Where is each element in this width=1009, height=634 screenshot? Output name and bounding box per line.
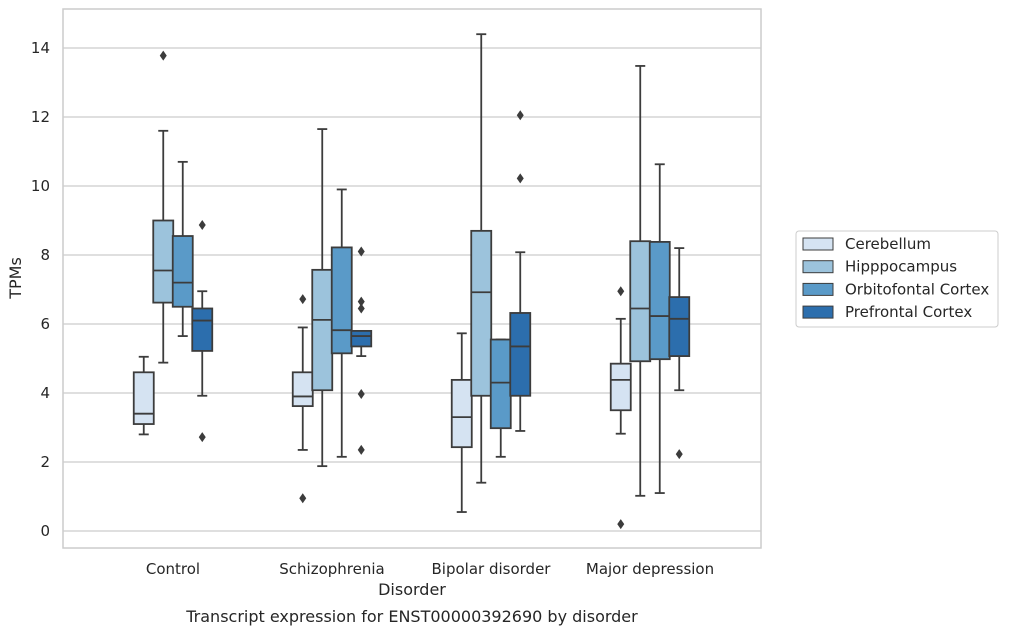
- outlier-point: [357, 444, 365, 455]
- outlier-point: [198, 432, 206, 443]
- box-hipppocampus: [152, 50, 175, 364]
- grid-lines: [63, 47, 761, 532]
- box-iqr: [350, 329, 373, 348]
- x-tick-label: Control: [146, 560, 200, 578]
- box-iqr: [152, 219, 175, 304]
- y-axis-title: TPMs: [6, 257, 25, 300]
- chart-caption: Transcript expression for ENST0000039269…: [185, 607, 638, 626]
- outlier-point: [516, 110, 524, 121]
- box-cerebellum: [450, 332, 473, 513]
- legend-label: Hipppocampus: [845, 258, 957, 276]
- y-tick-label: 6: [40, 315, 50, 333]
- y-tick-label: 4: [40, 384, 50, 402]
- box-cerebellum: [609, 286, 632, 530]
- legend-swatch: [802, 305, 834, 319]
- x-tick-label: Schizophrenia: [279, 560, 384, 578]
- box-orbitofontal-cortex: [330, 188, 353, 458]
- outlier-point: [617, 519, 625, 530]
- y-tick-label: 12: [31, 108, 50, 126]
- outlier-point: [357, 303, 365, 314]
- box-iqr: [509, 312, 532, 397]
- x-tick-labels: Control Schizophrenia Bipolar disorder Majo…: [146, 560, 714, 578]
- box-iqr: [450, 378, 473, 449]
- outlier-point: [617, 286, 625, 297]
- y-tick-label: 10: [31, 177, 50, 195]
- x-axis-title: Disorder: [378, 580, 446, 599]
- box-iqr: [489, 338, 512, 430]
- outlier-point: [357, 296, 365, 307]
- x-tick-label: Bipolar disorder: [432, 560, 552, 578]
- box-orbitofontal-cortex: [171, 160, 194, 337]
- box-iqr: [609, 362, 632, 412]
- outlier-point: [159, 50, 167, 61]
- box-prefrontal-cortex: [509, 110, 532, 432]
- outlier-point: [198, 219, 206, 230]
- legend-label: Cerebellum: [845, 235, 931, 253]
- box-iqr: [191, 307, 214, 352]
- outlier-point: [357, 246, 365, 257]
- box-cerebellum: [291, 294, 314, 504]
- box-iqr: [330, 246, 353, 355]
- box-iqr: [132, 371, 155, 425]
- box-cerebellum: [132, 355, 155, 436]
- outlier-point: [675, 449, 683, 460]
- box-iqr: [648, 240, 671, 361]
- box-iqr: [629, 240, 652, 363]
- legend-frame: [795, 230, 999, 328]
- box-prefrontal-cortex: [350, 246, 373, 455]
- box-prefrontal-cortex: [191, 219, 214, 443]
- box-iqr: [171, 235, 194, 308]
- outlier-point: [357, 389, 365, 400]
- outlier-point: [299, 493, 307, 504]
- outlier-point: [516, 173, 524, 184]
- legend-swatch: [802, 282, 834, 296]
- legend-label: Orbitofontal Cortex: [845, 280, 989, 298]
- box-iqr: [291, 371, 314, 408]
- legend-swatch: [802, 260, 834, 274]
- legend: Cerebellum Hipppocampus Orbitofontal Corte…: [795, 230, 999, 328]
- box-hipppocampus: [311, 128, 334, 468]
- box-iqr: [470, 229, 493, 397]
- y-tick-label: 14: [31, 39, 50, 57]
- box-hipppocampus: [470, 33, 493, 484]
- x-tick-label: Major depression: [586, 560, 714, 578]
- box-iqr: [668, 296, 691, 357]
- outlier-point: [299, 294, 307, 305]
- legend-label: Prefrontal Cortex: [845, 303, 972, 321]
- y-tick-label: 8: [40, 246, 50, 264]
- y-tick-label: 2: [40, 453, 50, 471]
- boxes: [132, 33, 691, 530]
- box-prefrontal-cortex: [668, 247, 691, 460]
- legend-swatch: [802, 237, 834, 251]
- box-iqr: [311, 268, 334, 392]
- y-tick-labels: 0 2 4 6 8 10 12 14: [31, 39, 50, 540]
- plot-frame: [62, 8, 762, 549]
- box-hipppocampus: [629, 65, 652, 497]
- y-tick-label: 0: [40, 522, 50, 540]
